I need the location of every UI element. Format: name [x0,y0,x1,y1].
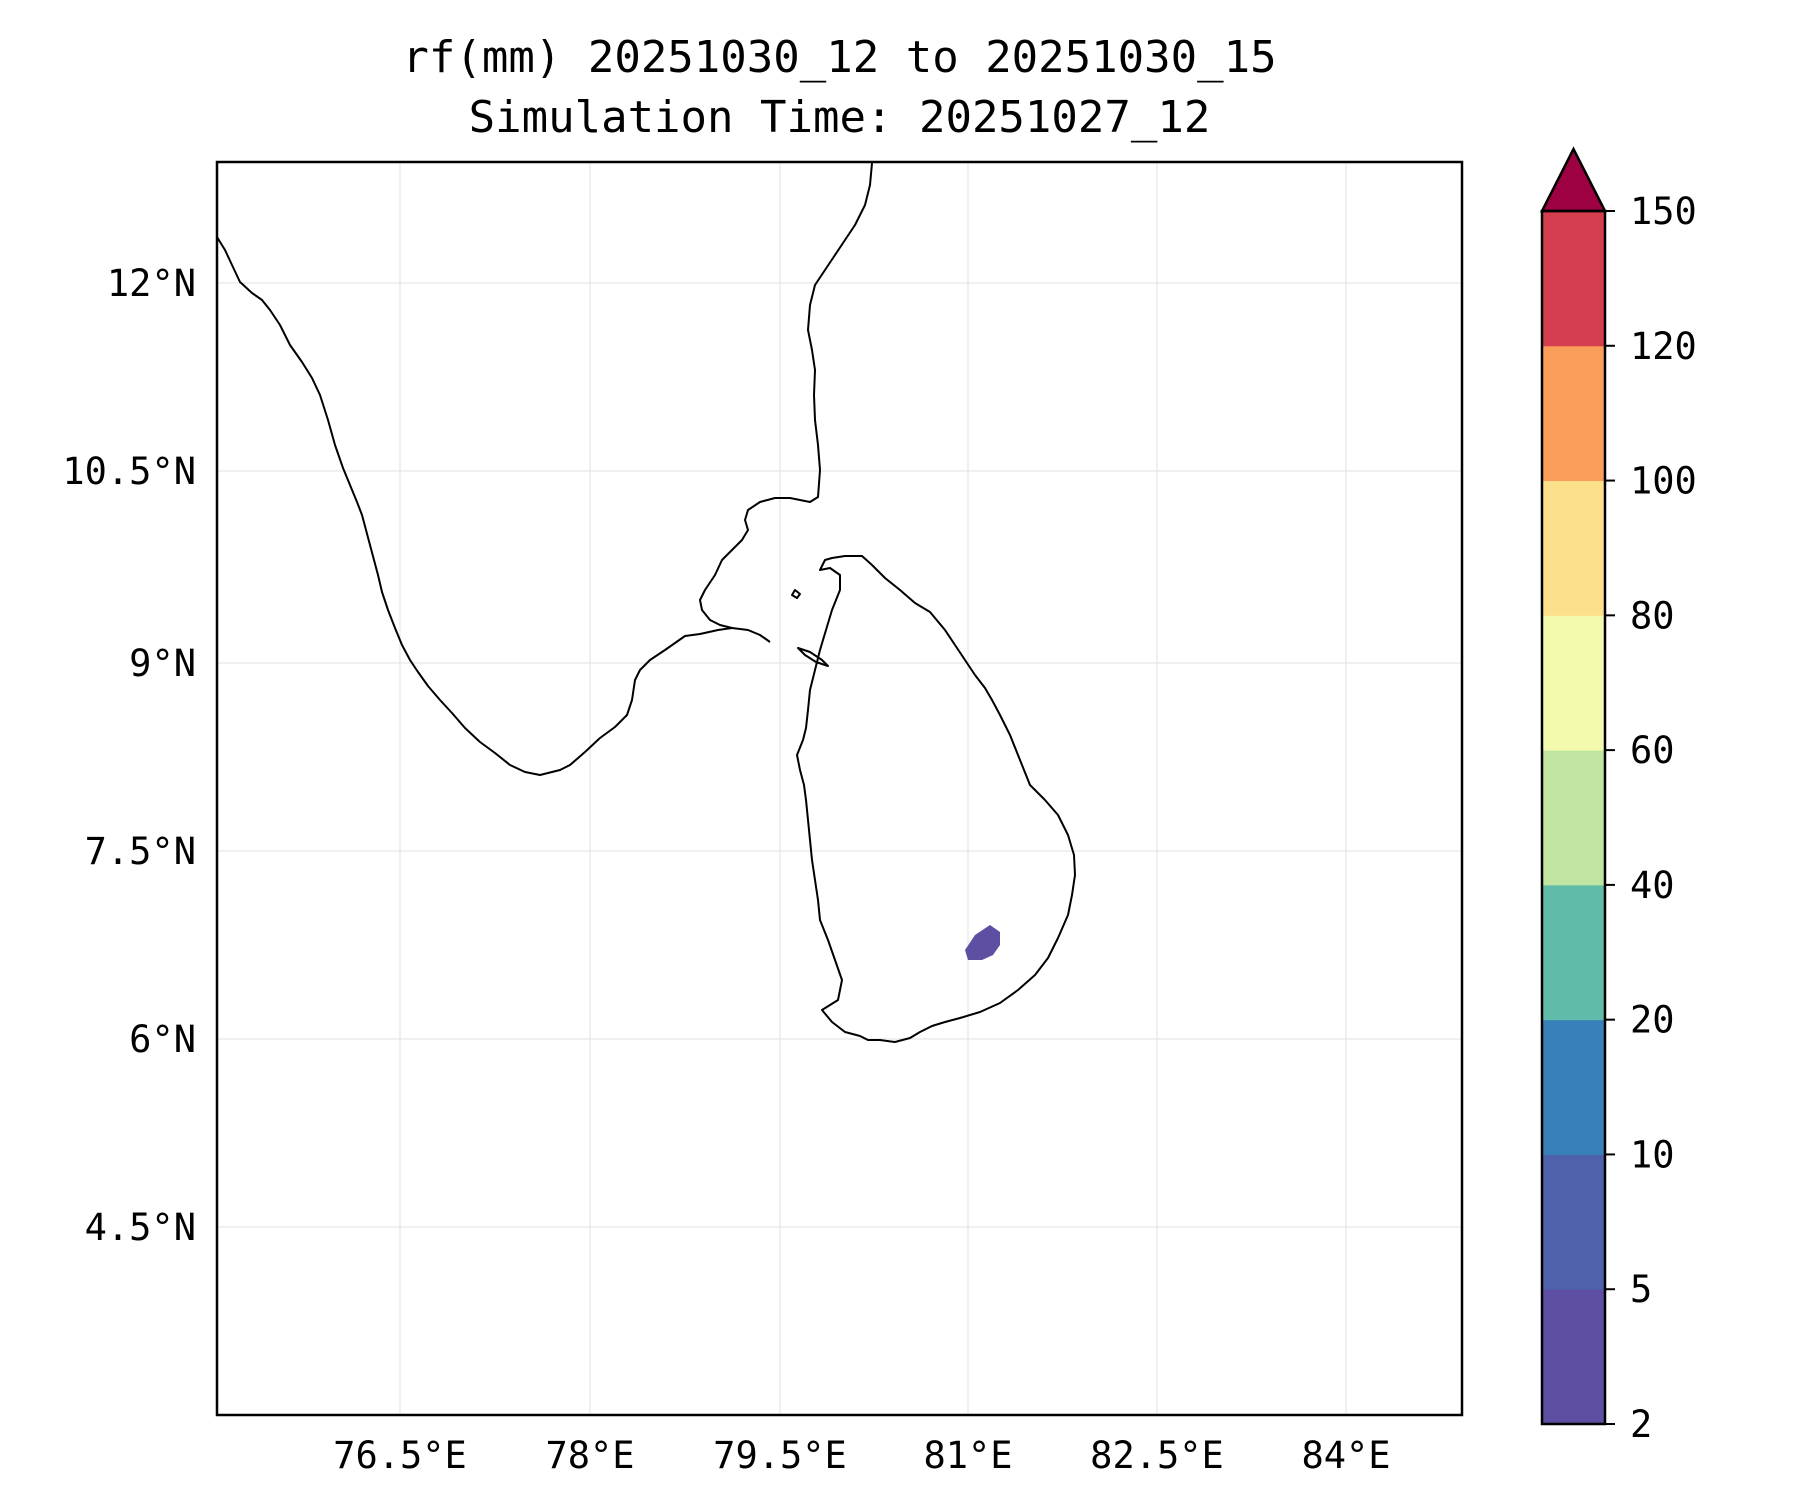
colorbar: 2 5 10 20 40 60 80 100 120 150 [1539,146,1697,1446]
x-tick-label: 76.5°E [333,1434,467,1477]
colorbar-segment [1542,1019,1605,1155]
x-axis: 76.5°E 78°E 79.5°E 81°E 82.5°E 84°E [333,1434,1390,1477]
colorbar-segment [1542,884,1605,1021]
colorbar-segment [1542,1154,1605,1290]
colorbar-tick-label: 10 [1630,1133,1675,1176]
colorbar-segment [1542,345,1605,482]
colorbar-segment [1542,615,1605,751]
mannar-coastline [797,647,829,667]
coastlines [216,162,1076,1043]
colorbar-tick-label: 80 [1630,594,1675,637]
y-tick-label: 7.5°N [85,830,196,873]
x-tick-label: 82.5°E [1090,1434,1224,1477]
india-southwest-coastline [216,236,771,776]
colorbar-tick-label: 20 [1630,999,1675,1042]
x-tick-label: 79.5°E [713,1434,847,1477]
colorbar-tick-label: 100 [1630,460,1697,503]
y-tick-label: 12°N [107,262,196,305]
colorbar-segment [1542,480,1605,616]
colorbar-segment [1542,1289,1605,1425]
colorbar-tick-label: 40 [1630,864,1675,907]
colorbar-frame [1540,209,1607,1426]
colorbar-tick-label: 60 [1630,729,1675,772]
colorbar-tick-label: 5 [1630,1268,1652,1311]
y-axis: 12°N 10.5°N 9°N 7.5°N 6°N 4.5°N [62,262,196,1249]
x-tick-label: 84°E [1301,1434,1390,1477]
map-frame [215,160,1464,1417]
map-subtitle: Simulation Time: 20251027_12 [468,92,1211,143]
y-tick-label: 9°N [129,642,196,685]
colorbar-tick-label: 120 [1630,325,1697,368]
x-tick-label: 81°E [923,1434,1012,1477]
colorbar-segment [1542,211,1605,347]
gridlines [217,162,1462,1415]
rain-area [965,925,1000,960]
colorbar-tick-label: 2 [1630,1403,1652,1446]
y-tick-label: 10.5°N [62,450,196,493]
colorbar-tick-label: 150 [1630,190,1697,233]
y-tick-label: 6°N [129,1018,196,1061]
sri-lanka-coastline [796,555,1076,1043]
colorbar-segment [1542,750,1605,886]
map-title: rf(mm) 20251030_12 to 20251030_15 [402,32,1277,83]
x-tick-label: 78°E [545,1434,634,1477]
small-island-coastline [791,589,801,599]
colorbar-extend-arrow [1539,146,1608,213]
y-tick-label: 4.5°N [85,1206,196,1249]
india-east-coastline [699,162,873,629]
